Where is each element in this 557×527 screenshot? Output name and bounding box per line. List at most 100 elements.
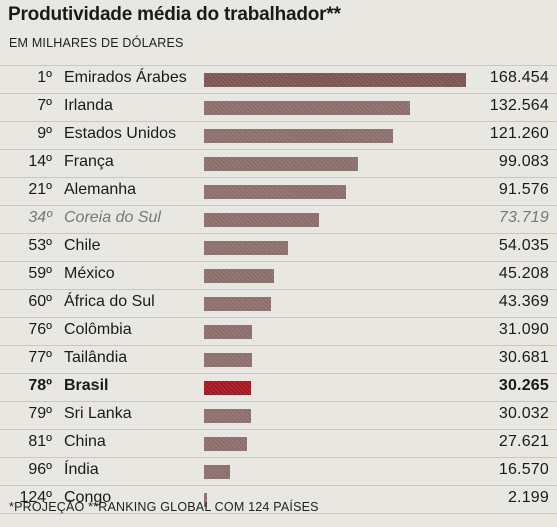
rank-label: 14º: [28, 153, 52, 170]
value-label: 30.681: [498, 349, 549, 366]
value-label: 45.208: [498, 265, 549, 282]
bar-track: [204, 129, 466, 143]
bar-track: [204, 353, 466, 367]
value-label: 73.719: [498, 209, 549, 226]
bar-track: [204, 325, 466, 339]
value-label: 30.032: [498, 405, 549, 422]
bar: [204, 465, 230, 479]
country-label: Sri Lanka: [64, 405, 132, 422]
country-label: África do Sul: [64, 293, 155, 310]
chart-subtitle: EM MILHARES DE DÓLARES: [9, 36, 184, 50]
bar-track: [204, 409, 466, 423]
bar: [204, 409, 251, 423]
bar: [204, 325, 252, 339]
value-label: 99.083: [498, 153, 549, 170]
bar-track: [204, 297, 466, 311]
bar: [204, 241, 288, 255]
value-label: 31.090: [498, 321, 549, 338]
chart-row: 7º Irlanda 132.564: [0, 94, 557, 122]
value-label: 2.199: [507, 489, 549, 506]
rank-label: 76º: [28, 321, 52, 338]
chart-row: 96º Índia 16.570: [0, 458, 557, 486]
bar-track: [204, 157, 466, 171]
country-label: Coreia do Sul: [64, 209, 161, 226]
chart-row: 9º Estados Unidos 121.260: [0, 122, 557, 150]
bar: [204, 73, 466, 87]
chart-row: 76º Colômbia 31.090: [0, 318, 557, 346]
bar-track: [204, 465, 466, 479]
bar-track: [204, 269, 466, 283]
chart-row: 78º Brasil 30.265: [0, 374, 557, 402]
bar: [204, 213, 319, 227]
value-label: 121.260: [489, 125, 549, 142]
bar-track: [204, 185, 466, 199]
value-label: 91.576: [498, 181, 549, 198]
value-label: 132.564: [489, 97, 549, 114]
rank-label: 78º: [28, 377, 52, 394]
country-label: México: [64, 265, 115, 282]
country-label: Estados Unidos: [64, 125, 177, 142]
rank-label: 53º: [28, 237, 52, 254]
bar-track: [204, 241, 466, 255]
bar: [204, 101, 410, 115]
bar-chart: 1º Emirados Árabes 168.454 7º Irlanda 132.564…: [0, 65, 557, 514]
value-label: 30.265: [498, 377, 549, 394]
bar: [204, 297, 271, 311]
country-label: Irlanda: [64, 97, 113, 114]
bar-track: [204, 437, 466, 451]
bar: [204, 493, 207, 507]
country-label: Alemanha: [64, 181, 137, 198]
country-label: Colômbia: [64, 321, 132, 338]
chart-row: 53º Chile 54.035: [0, 234, 557, 262]
value-label: 54.035: [498, 237, 549, 254]
rank-label: 21º: [28, 181, 52, 198]
rank-label: 59º: [28, 265, 52, 282]
chart-row: 60º África do Sul 43.369: [0, 290, 557, 318]
bar: [204, 269, 274, 283]
rank-label: 60º: [28, 293, 52, 310]
rank-label: 79º: [28, 405, 52, 422]
country-label: França: [64, 153, 114, 170]
country-label: Brasil: [64, 377, 109, 394]
bar: [204, 353, 252, 367]
rank-label: 77º: [28, 349, 52, 366]
country-label: Emirados Árabes: [64, 69, 187, 86]
country-label: Tailândia: [64, 349, 128, 366]
bar: [204, 157, 358, 171]
chart-row: 59º México 45.208: [0, 262, 557, 290]
value-label: 16.570: [498, 461, 549, 478]
value-label: 27.621: [498, 433, 549, 450]
bar: [204, 129, 393, 143]
bar-track: [204, 493, 466, 507]
chart-row: 34º Coreia do Sul 73.719: [0, 206, 557, 234]
chart-title: Produtividade média do trabalhador**: [8, 4, 341, 25]
rank-label: 124º: [19, 489, 52, 506]
chart-row: 1º Emirados Árabes 168.454: [0, 65, 557, 94]
chart-row: 77º Tailândia 30.681: [0, 346, 557, 374]
value-label: 43.369: [498, 293, 549, 310]
country-label: Congo: [64, 489, 112, 506]
country-label: Índia: [64, 461, 99, 478]
rank-label: 34º: [28, 209, 52, 226]
bar: [204, 185, 346, 199]
bar-track: [204, 381, 466, 395]
chart-row: 21º Alemanha 91.576: [0, 178, 557, 206]
bar: [204, 381, 251, 395]
chart-row: 124º Congo 2.199: [0, 486, 557, 514]
country-label: China: [64, 433, 106, 450]
rank-label: 7º: [37, 97, 52, 114]
chart-row: 79º Sri Lanka 30.032: [0, 402, 557, 430]
bar-track: [204, 213, 466, 227]
bar-track: [204, 73, 466, 87]
bar: [204, 437, 247, 451]
rank-label: 9º: [37, 125, 52, 142]
value-label: 168.454: [489, 69, 549, 86]
chart-row: 81º China 27.621: [0, 430, 557, 458]
rank-label: 1º: [37, 69, 52, 86]
rank-label: 81º: [28, 433, 52, 450]
footnote: *PROJEÇÃO **RANKING GLOBAL COM 124 PAÍSE…: [9, 500, 319, 514]
rank-label: 96º: [28, 461, 52, 478]
chart-row: 14º França 99.083: [0, 150, 557, 178]
bar-track: [204, 101, 466, 115]
country-label: Chile: [64, 237, 101, 254]
